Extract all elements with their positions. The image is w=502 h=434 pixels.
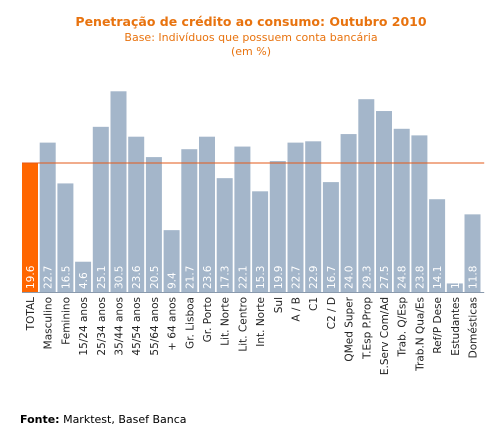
bar-18 — [340, 134, 357, 292]
value-label-20: 27.5 — [379, 266, 391, 289]
value-label-12: 22.1 — [237, 266, 249, 289]
category-label-24: Estudantes — [450, 297, 462, 356]
bar-9 — [181, 149, 198, 292]
bar-8 — [163, 230, 180, 292]
chart-unit: (em %) — [230, 45, 271, 58]
bar-10 — [199, 136, 215, 292]
bar-25 — [464, 214, 481, 292]
value-label-8: 9.4 — [167, 272, 179, 289]
value-label-group: 19.6 22.7 16.5 4.6 25.1 30.5 23.6 20.5 9.4 21.7 23… — [25, 265, 480, 289]
bar-11 — [216, 178, 233, 292]
value-label-1: 22.7 — [43, 266, 55, 289]
bar-6 — [128, 136, 145, 292]
category-label-4: 25/34 anos — [96, 297, 108, 356]
value-label-4: 25.1 — [96, 266, 108, 289]
value-label-10: 23.6 — [202, 265, 214, 289]
value-label-25: 11.8 — [468, 266, 480, 289]
bar-3 — [75, 261, 92, 292]
value-label-11: 17.3 — [220, 266, 232, 289]
bar-19 — [358, 99, 375, 292]
category-label-6: 45/54 anos — [131, 297, 143, 356]
category-label-0: TOTAL — [25, 297, 37, 331]
bar-7 — [145, 157, 162, 292]
bar-17 — [322, 182, 339, 292]
value-label-16: 22.9 — [308, 266, 320, 289]
category-label-group: TOTAL Masculino Feminino 15/24 anos 25/34 an… — [25, 296, 480, 375]
source-label: Fonte: — [20, 413, 60, 426]
bar-16 — [305, 141, 322, 292]
bar-14 — [269, 161, 286, 292]
bar-15 — [287, 142, 304, 292]
value-label-19: 29.3 — [361, 266, 373, 289]
value-label-2: 16.5 — [60, 266, 72, 289]
category-label-12: Lit. Centro — [237, 297, 249, 352]
bar-20 — [376, 111, 392, 292]
category-label-16: C1 — [308, 297, 320, 311]
category-label-3: 15/24 anos — [78, 297, 90, 356]
bar-1 — [39, 142, 56, 292]
chart-subtitle: Base: Indivíduos que possuem conta bancá… — [124, 31, 378, 44]
bar-group — [22, 91, 481, 293]
bar-22 — [411, 135, 428, 292]
category-label-18: QMed Super — [344, 296, 356, 361]
value-label-18: 24.0 — [344, 266, 356, 289]
bar-2 — [57, 183, 74, 292]
value-label-22: 23.8 — [414, 266, 426, 289]
category-label-2: Feminino — [60, 297, 72, 345]
category-label-5: 35/44 anos — [114, 297, 126, 356]
category-label-21: Trab. Q/Esp — [397, 297, 409, 358]
value-label-24: 1.3 — [450, 272, 462, 289]
category-label-20: E.Serv Com/Ad — [379, 297, 391, 375]
value-label-14: 19.9 — [273, 266, 285, 289]
bar-23 — [429, 199, 446, 292]
category-label-13: Int. Norte — [255, 297, 267, 347]
value-label-13: 15.3 — [255, 266, 267, 289]
chart-title: Penetração de crédito ao consumo: Outubr… — [75, 14, 427, 29]
value-label-7: 20.5 — [149, 266, 161, 289]
value-label-21: 24.8 — [397, 266, 409, 289]
category-label-15: A / B — [291, 297, 303, 322]
category-label-14: Sul — [273, 297, 285, 313]
bar-21 — [393, 128, 410, 292]
bar-4 — [92, 126, 109, 292]
category-label-8: + 64 anos — [167, 297, 179, 351]
bar-24 — [446, 283, 463, 292]
bar-12 — [234, 146, 251, 292]
source-note: Fonte: Marktest, Basef Banca — [20, 413, 187, 426]
bar-0 — [22, 163, 38, 292]
value-label-9: 21.7 — [184, 266, 196, 289]
value-label-6: 23.6 — [131, 265, 143, 289]
category-label-23: Ref/P Dese — [432, 297, 444, 354]
category-label-10: Gr. Porto — [202, 297, 214, 342]
category-label-11: Lit. Norte — [220, 297, 232, 346]
category-label-22: Trab.N Qua/Es — [414, 297, 426, 372]
category-label-19: T.Esp P.Prop — [361, 297, 373, 360]
category-label-1: Masculino — [43, 297, 55, 349]
category-label-25: Domésticas — [468, 297, 480, 358]
value-label-23: 14.1 — [432, 266, 444, 289]
value-label-5: 30.5 — [114, 266, 126, 289]
bar-13 — [252, 191, 269, 292]
value-label-15: 22.7 — [291, 266, 303, 289]
source-text: Marktest, Basef Banca — [63, 413, 187, 426]
value-label-0: 19.6 — [25, 265, 37, 289]
category-label-9: Gr. Lisboa — [184, 297, 196, 349]
bar-5 — [110, 91, 127, 293]
value-label-3: 4.6 — [78, 272, 90, 289]
category-label-17: C2 / D — [326, 297, 338, 329]
category-label-7: 55/64 anos — [149, 297, 161, 356]
value-label-17: 16.7 — [326, 266, 338, 289]
